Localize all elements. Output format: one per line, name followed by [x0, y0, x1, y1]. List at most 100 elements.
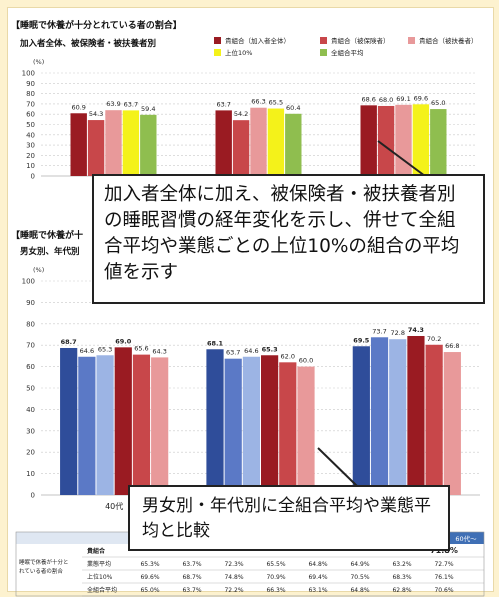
- data-label: 54.3: [89, 110, 103, 118]
- y-tick-label: 80: [26, 320, 35, 328]
- bar: [224, 358, 242, 495]
- bar: [352, 346, 370, 495]
- callout1-pointer: [377, 140, 426, 177]
- y-tick-label: 100: [22, 278, 35, 286]
- y-tick-label: 40: [26, 406, 35, 414]
- chart2-y-ticks: 0 10 20 30 40 50 60 70 80 90 100: [22, 278, 35, 500]
- chart1-y-ticks: 0 10 20 30 40 50 60 70 80 90 100: [22, 70, 35, 181]
- chart1-title: 【睡眠で休養が十分とれている者の割合】: [11, 19, 182, 31]
- data-label: 68.7: [61, 338, 77, 346]
- bar: [232, 120, 250, 176]
- y-tick-label: 0: [31, 173, 35, 181]
- y-tick-label: 50: [26, 385, 35, 393]
- data-label: 60.9: [71, 103, 85, 111]
- table-cell: 63.7%: [182, 561, 201, 568]
- bar: [425, 344, 443, 495]
- y-tick-label: 20: [26, 152, 35, 160]
- data-label: 64.6: [80, 347, 94, 355]
- bar: [250, 107, 267, 176]
- data-label: 69.5: [353, 336, 370, 344]
- legend-label: 貴組合（被扶養者）: [419, 36, 478, 45]
- chart2-categories: 40代: [105, 501, 123, 511]
- bar: [114, 347, 132, 495]
- bar: [78, 356, 96, 495]
- bar: [60, 347, 78, 495]
- data-label: 60.0: [299, 357, 313, 365]
- bar: [96, 355, 114, 495]
- table-row-label: 貴組合: [87, 547, 106, 555]
- legend-label: 上位10%: [225, 48, 252, 57]
- chart2-data-labels: 68.764.6 65.369.065.6 64.368.163.7 64.6 65.3…: [61, 326, 460, 365]
- data-label: 69.0: [115, 337, 132, 345]
- data-label: 69.6: [414, 94, 428, 102]
- legend-label: 貴組合（加入者全体）: [225, 36, 290, 45]
- bar: [279, 362, 297, 495]
- data-label: 63.9: [106, 100, 120, 108]
- data-label: 63.7: [226, 349, 240, 357]
- table-cell: 62.8%: [392, 587, 411, 594]
- y-tick-label: 90: [26, 299, 35, 307]
- y-tick-label: 0: [31, 492, 35, 500]
- table-cell: 65.5%: [266, 561, 285, 568]
- bar: [122, 110, 140, 176]
- table-cell: 72.3%: [224, 561, 243, 568]
- callout2-pointer: [317, 447, 358, 487]
- table-cell: 74.8%: [224, 574, 243, 581]
- legend-swatch: [214, 49, 221, 56]
- bar: [430, 109, 447, 176]
- table-group-label: れている者の割合: [19, 567, 63, 575]
- table-cell: 70.6%: [434, 587, 453, 594]
- legend-label: 全組合平均: [331, 48, 364, 57]
- y-tick-label: 20: [26, 449, 35, 457]
- bar: [105, 110, 122, 176]
- table-cell: 64.8%: [350, 587, 369, 594]
- y-tick-label: 30: [26, 427, 35, 435]
- data-label: 65.0: [431, 99, 445, 107]
- table-header-cell: 60代～: [455, 534, 477, 543]
- callout-upper: 加入者全体に加え、被保険者・被扶養者別の睡眠習慣の経年変化を示し、併せて全組合平…: [92, 174, 485, 304]
- data-label: 64.3: [152, 347, 166, 355]
- bar: [215, 110, 232, 176]
- data-label: 65.3: [98, 345, 112, 353]
- legend-swatch: [214, 37, 221, 44]
- y-tick-label: 70: [26, 342, 35, 350]
- bar: [242, 356, 260, 495]
- y-tick-label: 70: [26, 100, 35, 108]
- data-label: 72.8: [390, 329, 404, 337]
- legend-swatch: [320, 49, 327, 56]
- bar: [206, 349, 224, 495]
- bar: [267, 108, 285, 176]
- y-tick-label: 80: [26, 90, 35, 98]
- bar: [360, 105, 377, 176]
- table-cell: 63.1%: [308, 587, 327, 594]
- y-tick-label: 30: [26, 142, 35, 150]
- table-cell: 65.0%: [140, 587, 159, 594]
- bar: [70, 113, 87, 176]
- table-cell: 63.2%: [392, 561, 411, 568]
- data-label: 68.0: [379, 96, 393, 104]
- y-tick-label: 90: [26, 80, 35, 88]
- y-tick-label: 60: [26, 363, 35, 371]
- table-header-accent: [448, 532, 484, 544]
- bar: [132, 354, 151, 495]
- bar: [140, 114, 157, 176]
- table-cell: 63.7%: [182, 587, 201, 594]
- y-tick-label: 10: [26, 162, 35, 170]
- y-tick-label: 60: [26, 111, 35, 119]
- y-tick-label: 50: [26, 121, 35, 129]
- chart1-ylabel: (%): [33, 58, 44, 66]
- chart1-bars: [70, 104, 447, 176]
- chart1-subtitle: 加入者全体、被保険者・被扶養者別: [19, 38, 156, 49]
- data-label: 65.3: [262, 345, 278, 353]
- data-label: 63.7: [124, 100, 138, 108]
- data-label: 59.4: [141, 105, 155, 113]
- legend-swatch: [320, 37, 327, 44]
- table-cell: 64.8%: [308, 561, 327, 568]
- data-label: 54.2: [234, 110, 248, 118]
- bar: [377, 105, 395, 176]
- data-label: 73.7: [372, 327, 386, 335]
- table-cell: 68.3%: [392, 574, 411, 581]
- data-label: 70.2: [427, 335, 441, 343]
- table-cell: 72.7%: [434, 561, 453, 568]
